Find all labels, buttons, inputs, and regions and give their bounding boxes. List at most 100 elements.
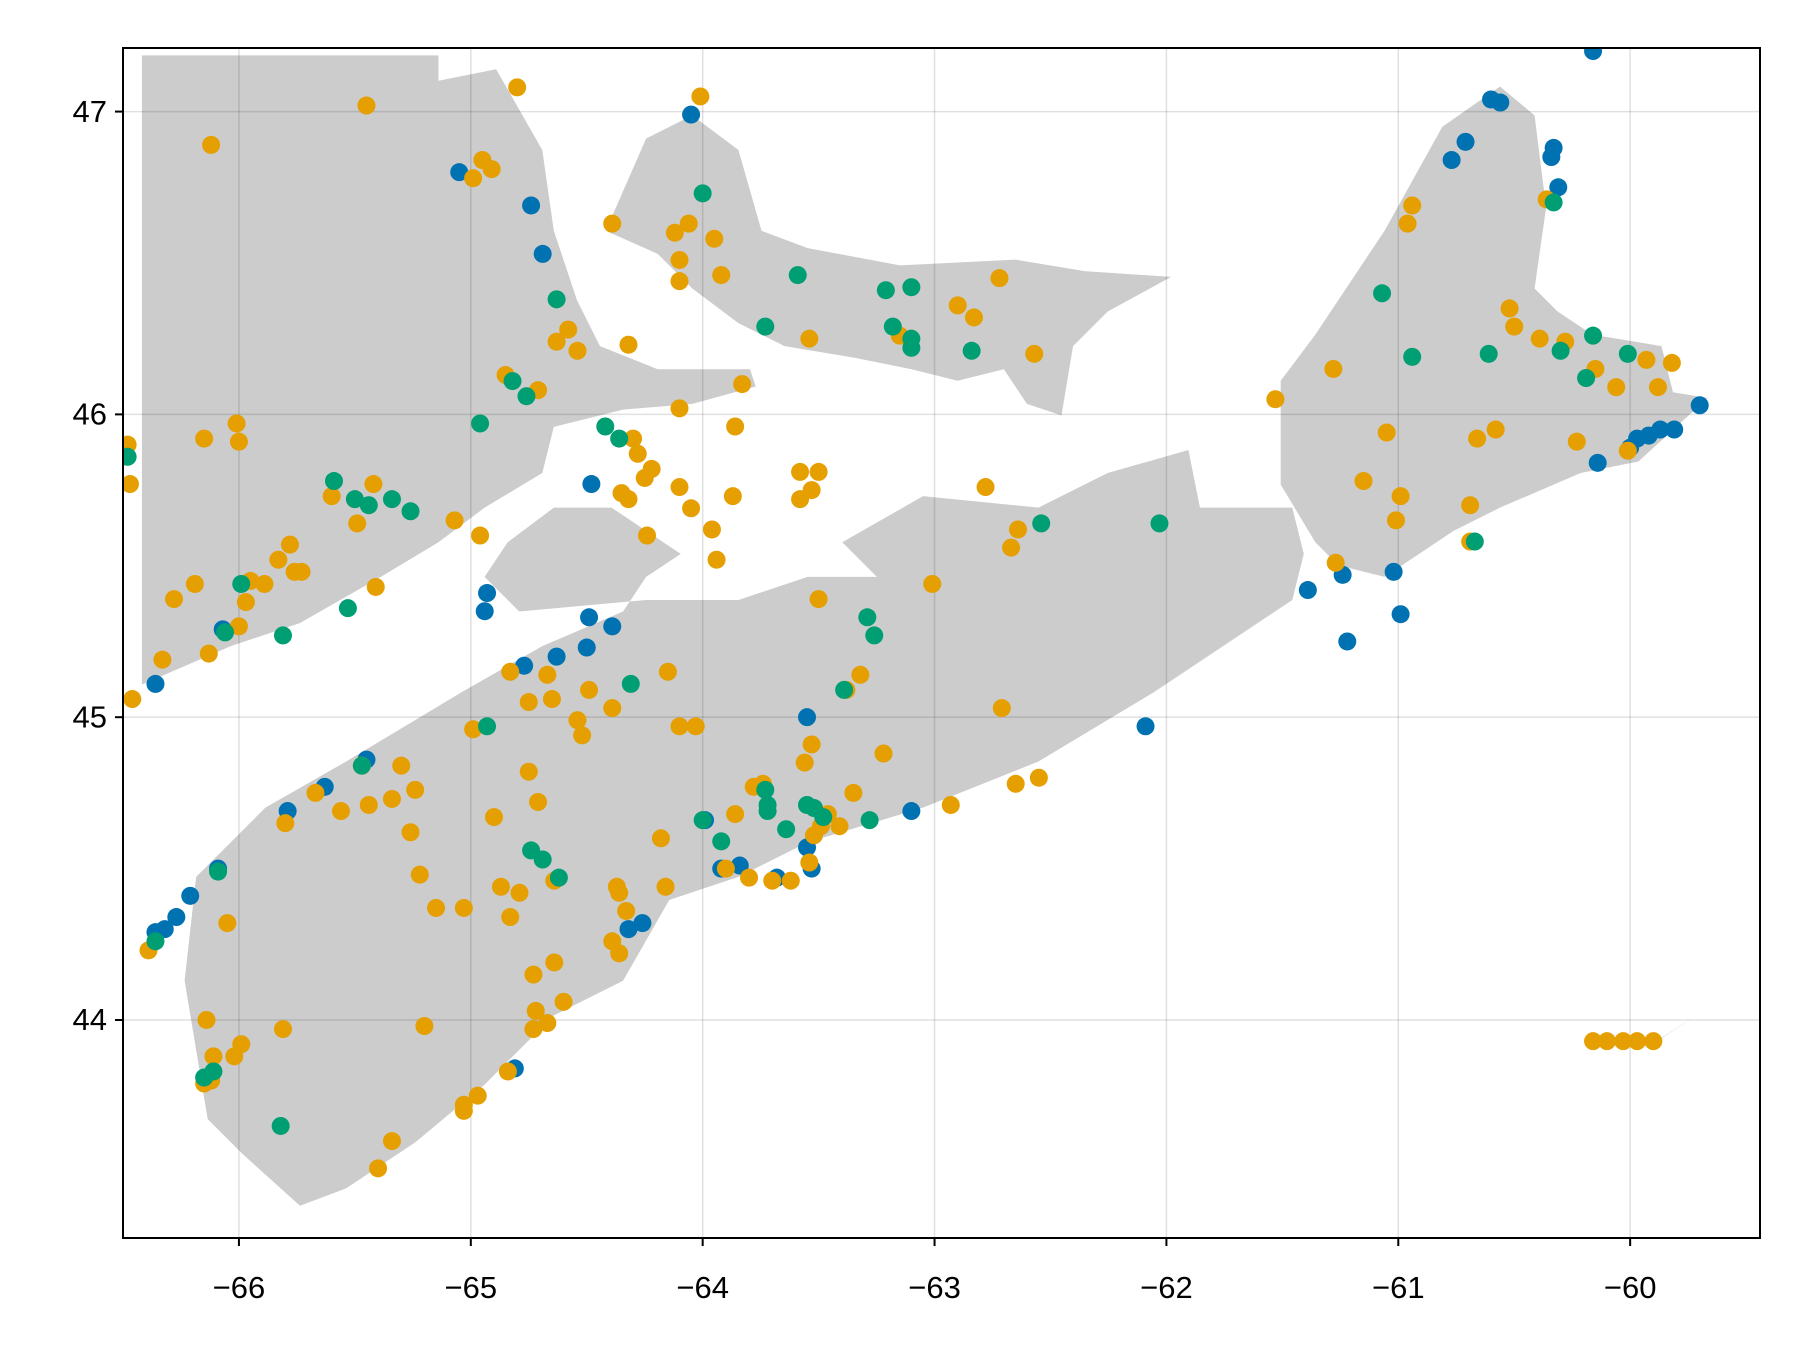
point <box>791 490 810 509</box>
point <box>325 472 344 491</box>
point <box>271 1116 290 1135</box>
point <box>1009 520 1028 539</box>
point <box>1690 396 1709 415</box>
point <box>392 756 411 775</box>
point <box>204 1047 223 1066</box>
point <box>280 535 299 554</box>
point <box>1648 378 1667 397</box>
point <box>273 626 292 645</box>
point <box>1025 344 1044 363</box>
land <box>184 449 1304 1206</box>
point <box>1665 420 1684 439</box>
point <box>716 859 735 878</box>
point <box>348 514 367 533</box>
point <box>633 914 652 933</box>
point <box>1597 1032 1616 1051</box>
point <box>577 638 596 657</box>
point <box>517 387 536 406</box>
point <box>874 744 893 763</box>
point <box>501 908 520 927</box>
point <box>670 272 689 291</box>
point <box>524 1020 543 1039</box>
point <box>359 496 378 515</box>
point <box>410 865 429 884</box>
point <box>406 780 425 799</box>
point <box>1373 284 1392 303</box>
point <box>1150 514 1169 533</box>
point <box>800 853 819 872</box>
land-map <box>141 55 1708 1206</box>
point <box>522 196 541 215</box>
point <box>475 602 494 621</box>
point <box>292 562 311 581</box>
point <box>510 883 529 902</box>
point <box>468 1086 487 1105</box>
point <box>276 814 295 833</box>
point <box>366 577 385 596</box>
point <box>549 868 568 887</box>
point <box>691 87 710 106</box>
point <box>519 693 538 712</box>
land <box>605 115 1172 416</box>
point <box>795 753 814 772</box>
point <box>1486 420 1505 439</box>
point <box>844 783 863 802</box>
point <box>185 574 204 593</box>
point <box>788 266 807 285</box>
point <box>763 871 782 890</box>
x-tick-label: −61 <box>1372 1270 1425 1305</box>
point <box>382 789 401 808</box>
point <box>733 375 752 394</box>
point <box>1298 581 1317 600</box>
point <box>322 487 341 506</box>
point <box>670 717 689 736</box>
point <box>218 914 237 933</box>
point <box>1637 350 1656 369</box>
point <box>146 932 165 951</box>
point <box>382 1132 401 1151</box>
point <box>501 662 520 681</box>
point <box>331 802 350 821</box>
point <box>1324 359 1343 378</box>
point <box>1386 511 1405 530</box>
point <box>1618 441 1637 460</box>
point <box>830 817 849 836</box>
point <box>1544 193 1563 212</box>
point <box>167 908 186 927</box>
point <box>1468 429 1487 448</box>
land <box>141 55 756 685</box>
point <box>707 550 726 569</box>
point <box>1136 717 1155 736</box>
point <box>199 644 218 663</box>
points <box>123 48 1709 1178</box>
point <box>1032 514 1051 533</box>
ticks: −66 −65 −64 −63 −62 −61 −60 44 45 46 47 <box>73 94 1657 1305</box>
point <box>491 877 510 896</box>
point <box>1326 553 1345 572</box>
point <box>482 160 501 179</box>
point <box>533 244 552 263</box>
point <box>1403 347 1422 366</box>
point <box>1398 214 1417 233</box>
point <box>781 871 800 890</box>
point <box>1442 151 1461 170</box>
point <box>229 617 248 636</box>
point <box>1628 1032 1647 1051</box>
point <box>693 811 712 830</box>
point <box>603 617 622 636</box>
point <box>508 78 527 97</box>
point <box>538 665 557 684</box>
point <box>165 590 184 609</box>
point <box>255 574 274 593</box>
point <box>670 478 689 497</box>
point <box>723 487 742 506</box>
point <box>865 626 884 645</box>
point <box>197 1010 216 1029</box>
point <box>364 475 383 494</box>
point <box>236 593 255 612</box>
point <box>229 432 248 451</box>
point <box>580 680 599 699</box>
point <box>306 783 325 802</box>
point <box>682 105 701 124</box>
